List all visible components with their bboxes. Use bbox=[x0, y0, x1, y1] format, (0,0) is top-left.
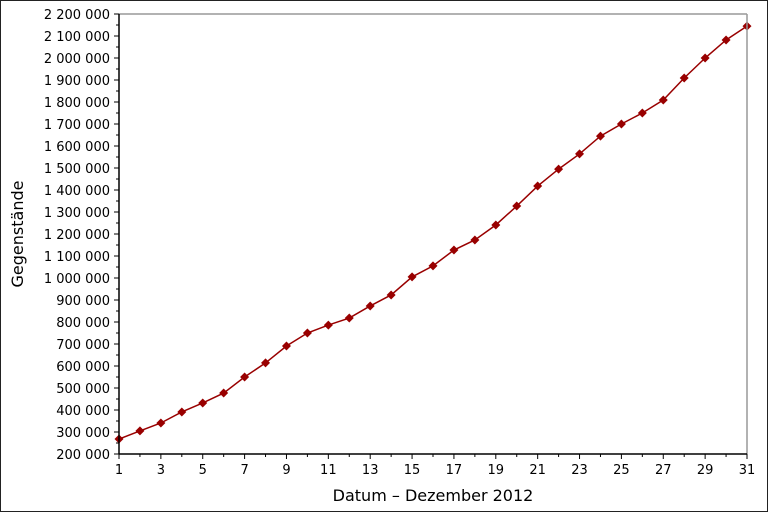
data-point bbox=[240, 372, 250, 382]
data-point bbox=[679, 73, 689, 83]
x-tick-label: 21 bbox=[529, 463, 546, 478]
y-tick-label: 1 100 000 bbox=[44, 250, 110, 265]
x-tick-label: 7 bbox=[240, 463, 248, 478]
y-tick-label: 800 000 bbox=[56, 316, 110, 331]
data-point bbox=[261, 358, 271, 368]
x-tick-label: 23 bbox=[571, 463, 588, 478]
x-axis-title: Datum – Dezember 2012 bbox=[333, 486, 534, 505]
data-point bbox=[386, 290, 396, 300]
data-point bbox=[512, 201, 522, 211]
y-tick-label: 600 000 bbox=[56, 360, 110, 375]
data-point bbox=[323, 320, 333, 330]
y-tick-label: 1 900 000 bbox=[44, 74, 110, 89]
markers bbox=[114, 21, 752, 444]
y-tick-label: 1 200 000 bbox=[44, 228, 110, 243]
x-tick-label: 13 bbox=[362, 463, 379, 478]
data-point bbox=[595, 131, 605, 141]
x-tick-label: 9 bbox=[282, 463, 290, 478]
data-point bbox=[135, 426, 145, 436]
data-point bbox=[198, 398, 208, 408]
y-tick-label: 500 000 bbox=[56, 382, 110, 397]
y-tick-label: 300 000 bbox=[56, 426, 110, 441]
data-point bbox=[219, 388, 229, 398]
data-point bbox=[428, 261, 438, 271]
data-point bbox=[177, 407, 187, 417]
y-tick-label: 200 000 bbox=[56, 448, 110, 463]
y-tick-label: 1 800 000 bbox=[44, 96, 110, 111]
x-tick-label: 17 bbox=[446, 463, 463, 478]
data-point bbox=[470, 235, 480, 245]
data-point bbox=[407, 272, 417, 282]
y-tick-label: 1 600 000 bbox=[44, 140, 110, 155]
x-tick-label: 5 bbox=[199, 463, 207, 478]
y-tick-label: 1 500 000 bbox=[44, 162, 110, 177]
data-point bbox=[700, 53, 710, 63]
data-point bbox=[616, 119, 626, 129]
x-tick-label: 31 bbox=[739, 463, 756, 478]
data-point bbox=[554, 164, 564, 174]
x-tick-label: 11 bbox=[320, 463, 337, 478]
tick-labels: 200 000 300 000 400 000 500 000 600 000 700 0… bbox=[44, 8, 755, 478]
data-point bbox=[449, 245, 459, 255]
y-tick-label: 2 000 000 bbox=[44, 52, 110, 67]
y-tick-label: 400 000 bbox=[56, 404, 110, 419]
data-point bbox=[658, 95, 668, 105]
y-tick-label: 2 200 000 bbox=[44, 8, 110, 23]
y-tick-label: 900 000 bbox=[56, 294, 110, 309]
data-point bbox=[156, 418, 166, 428]
data-point bbox=[302, 328, 312, 338]
series-line bbox=[118, 25, 748, 440]
y-tick-label: 1 000 000 bbox=[44, 272, 110, 287]
y-tick-label: 1 300 000 bbox=[44, 206, 110, 221]
y-tick-label: 1 400 000 bbox=[44, 184, 110, 199]
data-point bbox=[344, 313, 354, 323]
y-tick-label: 1 700 000 bbox=[44, 118, 110, 133]
x-tick-label: 19 bbox=[488, 463, 505, 478]
x-tick-label: 15 bbox=[404, 463, 421, 478]
y-tick-label: 700 000 bbox=[56, 338, 110, 353]
y-axis-title: Gegenstände bbox=[8, 181, 27, 288]
x-tick-label: 29 bbox=[697, 463, 714, 478]
y-tick-label: 2 100 000 bbox=[44, 30, 110, 45]
x-tick-label: 1 bbox=[115, 463, 123, 478]
data-point bbox=[365, 301, 375, 311]
data-point bbox=[533, 181, 543, 191]
ticks bbox=[114, 13, 748, 459]
data-point bbox=[575, 149, 585, 159]
data-point bbox=[721, 35, 731, 45]
data-point bbox=[491, 220, 501, 230]
data-point bbox=[281, 341, 291, 351]
x-tick-label: 25 bbox=[613, 463, 630, 478]
data-point bbox=[637, 108, 647, 118]
x-tick-label: 27 bbox=[655, 463, 672, 478]
x-tick-label: 3 bbox=[157, 463, 165, 478]
